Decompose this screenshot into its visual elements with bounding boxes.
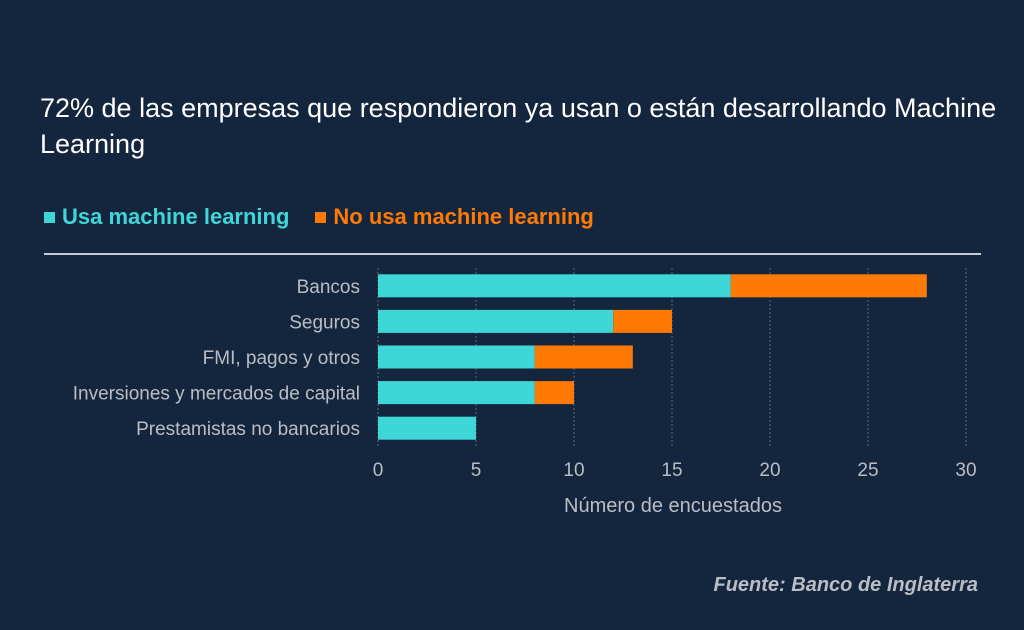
legend-swatch-no-usa <box>315 211 327 223</box>
legend-label-usa: Usa machine learning <box>62 204 290 229</box>
bar-usa <box>378 416 476 440</box>
bar-usa <box>378 381 535 405</box>
category-label: FMI, pagos y otros <box>203 348 360 369</box>
category-label: Prestamistas no bancarios <box>136 419 360 440</box>
x-tick-label: 5 <box>471 460 482 481</box>
legend-label-no-usa: No usa machine learning <box>333 204 594 229</box>
bar-no-usa <box>613 309 672 333</box>
legend-item-usa: Usa machine learning <box>44 204 289 230</box>
bar-usa <box>378 309 614 333</box>
x-tick-label: 30 <box>955 460 976 481</box>
x-tick-label: 10 <box>563 460 584 481</box>
bar-usa <box>378 274 731 298</box>
legend-item-no-usa: No usa machine learning <box>315 204 594 230</box>
x-axis-title: Número de encuestados <box>564 495 782 517</box>
divider <box>44 253 981 255</box>
legend-swatch-usa <box>44 211 55 223</box>
category-label: Inversiones y mercados de capital <box>73 384 360 405</box>
bar-usa <box>378 345 535 369</box>
category-label: Seguros <box>289 312 360 333</box>
x-tick-label: 25 <box>857 460 878 481</box>
legend: Usa machine learning No usa machine lear… <box>44 204 620 230</box>
bar-no-usa <box>730 274 927 298</box>
x-tick-label: 15 <box>661 460 682 481</box>
x-tick-label: 0 <box>373 460 384 481</box>
source-note: Fuente: Banco de Inglaterra <box>713 574 979 596</box>
bar-no-usa <box>534 345 633 369</box>
x-tick-label: 20 <box>759 460 780 481</box>
chart-title: 72% de las empresas que respondieron ya … <box>40 93 997 159</box>
category-label: Bancos <box>297 277 360 298</box>
bar-no-usa <box>534 381 574 405</box>
